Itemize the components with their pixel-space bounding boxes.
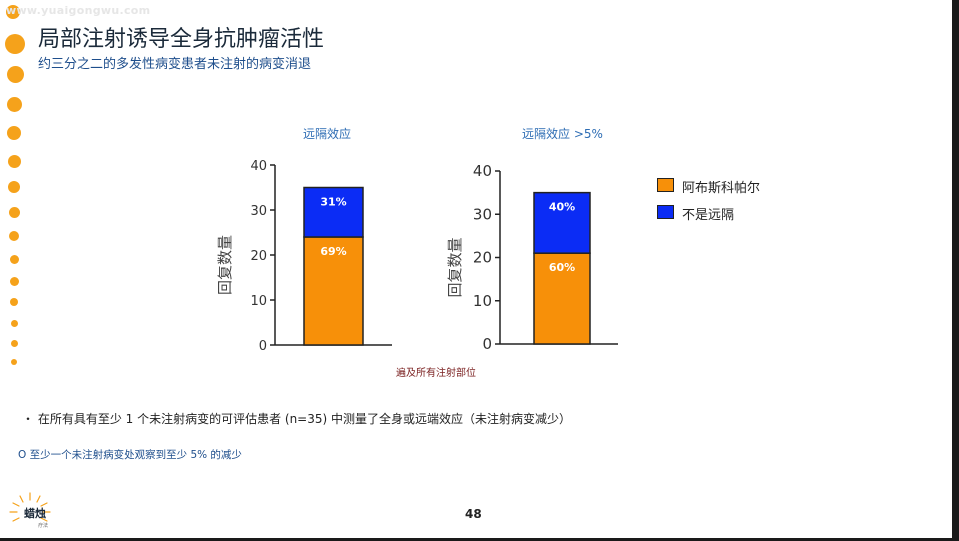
legend-swatch-abscopal [657,178,674,192]
bar-segment-not-abscopal [533,191,591,254]
decorative-dot [11,359,17,365]
y-tick-label: 10 [250,294,267,309]
bar-data-label: 60% [549,261,575,274]
decorative-dot [9,231,19,241]
chart-1-title: 远隔效应 [303,127,352,141]
decorative-dot [10,339,18,347]
decorative-dot [7,126,21,140]
decorative-dot [6,5,20,19]
slide-title: 局部注射诱导全身抗肿瘤活性 [38,27,325,52]
watermark-text: www.yuaigongwu.com [6,4,151,17]
y-tick-label: 0 [259,339,267,354]
decorative-dot-column [0,0,30,541]
logo-text: 蜡烛 [24,507,46,520]
chart-footnote: 遍及所有注射部位 [396,368,476,379]
y-tick-label: 20 [250,249,267,264]
y-tick-label: 20 [473,249,492,267]
decorative-dot [10,298,18,306]
page-number: 48 [465,507,482,521]
bar-segment-abscopal [303,236,364,346]
y-tick-label: 40 [250,159,267,174]
bar-data-label: 69% [320,245,346,258]
candle-logo-icon [9,492,51,522]
decorative-dot [5,34,25,54]
y-axis-label: 回复数量 [446,237,464,297]
bullet-text: ・ 在所有具有至少 1 个未注射病变的可评估患者 (n=35) 中测量了全身或远… [22,412,572,426]
decorative-dot [6,65,24,83]
decorative-dot [7,154,21,168]
logo-subtext: 疗法 [38,523,49,529]
y-tick-label: 30 [250,204,267,219]
bar-segment-abscopal [533,252,591,345]
bar-data-label: 40% [549,201,575,214]
chart-2-title: 远隔效应 >5% [522,127,603,141]
decorative-dot [10,319,18,327]
decorative-dot [8,206,20,218]
y-tick-label: 40 [473,162,492,180]
decorative-dot [8,181,20,193]
legend-label-abscopal: 阿布斯科帕尔 [682,181,761,196]
decorative-dot [9,276,19,286]
y-tick-label: 30 [473,205,492,223]
y-tick-label: 0 [482,335,492,353]
decorative-dot [9,254,19,264]
slide-subtitle: 约三分之二的多发性病变患者未注射的病变消退 [38,57,312,72]
decorative-dot [6,96,22,112]
y-axis-label: 回复数量 [216,235,234,295]
legend-label-not-abscopal: 不是远隔 [682,208,735,223]
bar-segment-not-abscopal [303,186,364,238]
note-text: O 至少一个未注射病变处观察到至少 5% 的减少 [18,449,242,461]
y-tick-label: 10 [473,292,492,310]
bar-data-label: 31% [320,196,346,209]
legend-swatch-not-abscopal [657,205,674,219]
